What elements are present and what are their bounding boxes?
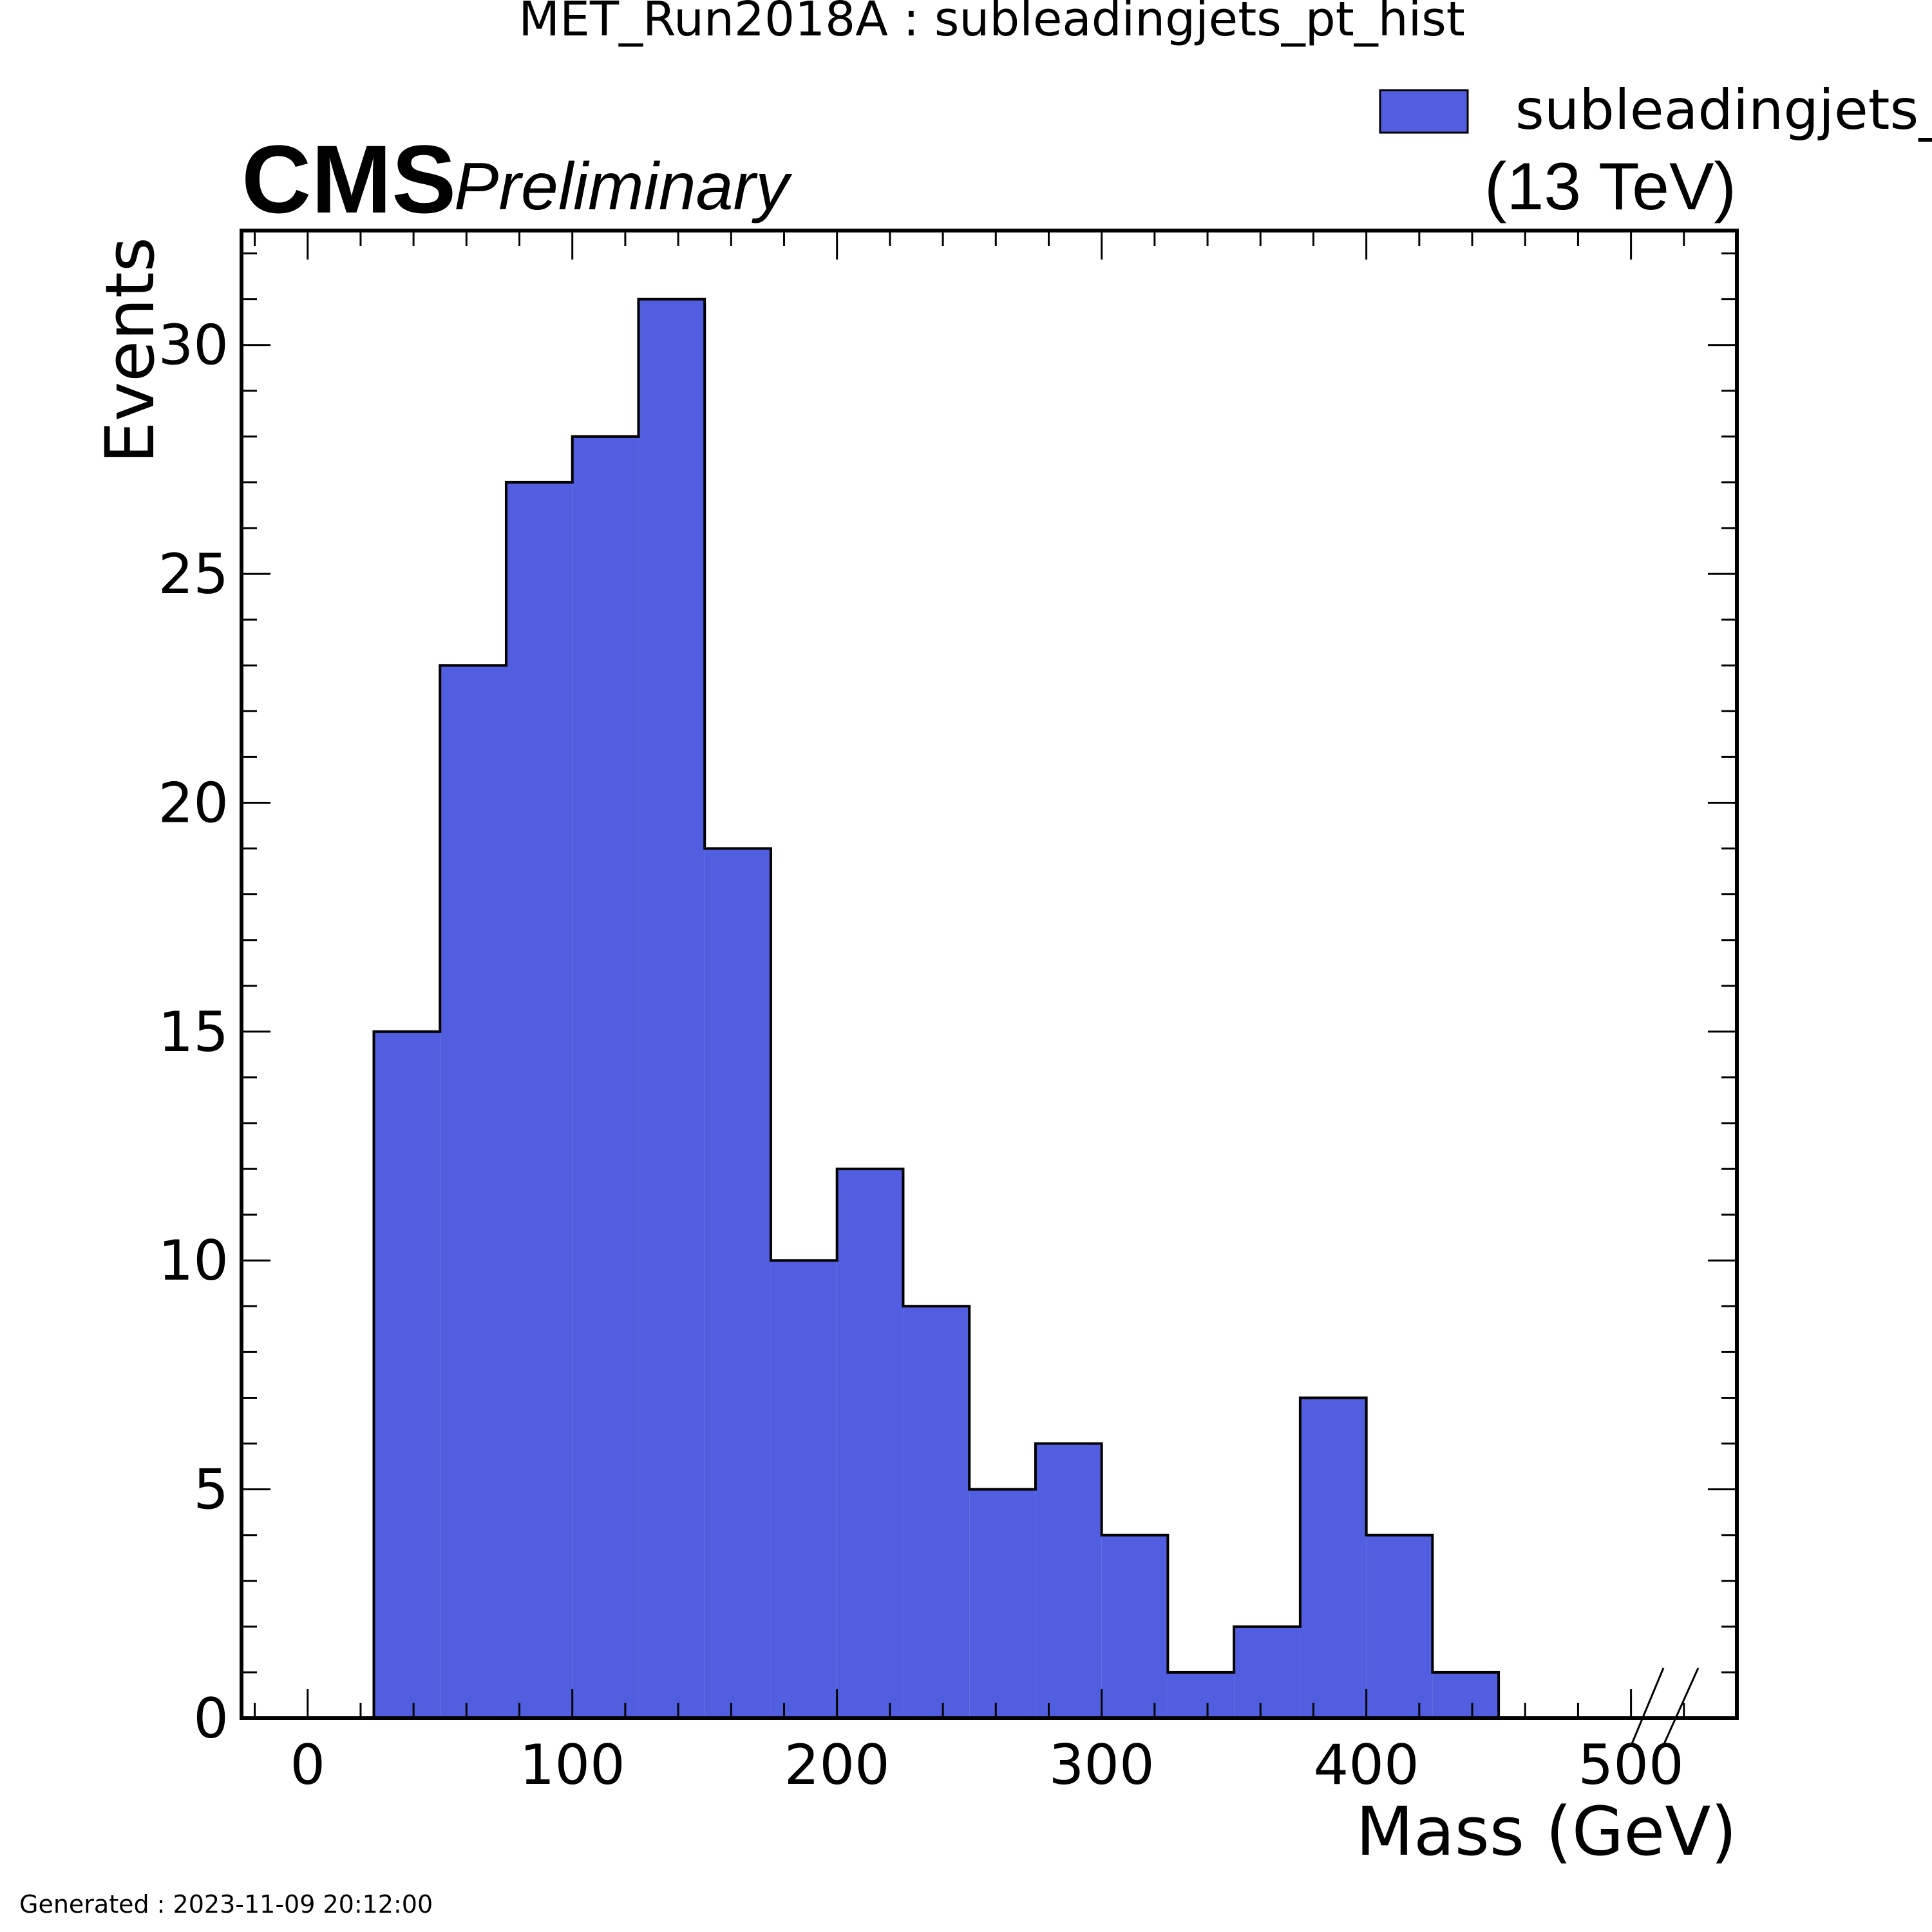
x-tick-label: 300	[1049, 1733, 1155, 1797]
preliminary-label: Preliminary	[454, 149, 793, 224]
histogram-bar	[1168, 1672, 1235, 1718]
y-tick-label: 10	[158, 1229, 229, 1293]
y-axis: 0 5 10 15 20 25 30	[158, 252, 1737, 1751]
histogram-outline	[372, 298, 1501, 1718]
plot-frame	[240, 229, 1739, 1720]
histogram-bars	[372, 298, 1501, 1718]
histogram-bar	[770, 1260, 837, 1718]
histogram-bar	[638, 299, 705, 1718]
x-tick-label: 100	[520, 1733, 625, 1797]
y-tick-label: 15	[158, 1000, 229, 1065]
histogram-bar	[903, 1306, 970, 1718]
histogram-bar	[506, 482, 573, 1718]
chart-title: MET_Run2018A : subleadingjets_pt_hist	[518, 0, 1465, 47]
x-axis-label: Mass (GeV)	[1356, 1792, 1737, 1871]
x-tick-label: 0	[290, 1733, 325, 1797]
y-tick-label: 30	[158, 314, 229, 378]
x-tick-label: 500	[1578, 1733, 1684, 1797]
x-tick-label: 400	[1314, 1733, 1419, 1797]
histogram-bar	[969, 1489, 1036, 1718]
generated-timestamp: Generated : 2023-11-09 20:12:00	[19, 1890, 433, 1918]
energy-label: (13 TeV)	[1484, 149, 1736, 224]
y-tick-label: 20	[158, 771, 229, 835]
histogram-bar	[1432, 1672, 1499, 1718]
y-tick-label: 25	[158, 542, 229, 607]
legend-swatch	[1379, 89, 1469, 134]
histogram-bar	[705, 848, 771, 1718]
x-tick-label: 200	[784, 1733, 890, 1797]
histogram-bar	[572, 436, 639, 1718]
histogram-bar	[1035, 1443, 1102, 1718]
y-tick-label: 0	[193, 1687, 229, 1751]
histogram-bar	[440, 665, 506, 1718]
histogram-bar	[1234, 1626, 1300, 1718]
x-axis: 0 100 200 300 400 500	[254, 231, 1738, 1797]
legend: subleadingjets_	[1379, 78, 1932, 142]
cms-label: CMS	[242, 125, 456, 233]
histogram-bar	[1101, 1535, 1168, 1718]
histogram-bar	[1366, 1535, 1433, 1718]
histogram-bar	[837, 1169, 904, 1718]
y-axis-label: Events	[91, 237, 169, 464]
histogram-bar	[1300, 1397, 1367, 1718]
axis-break-mark	[1630, 1667, 1700, 1746]
histogram-bar	[374, 1031, 440, 1718]
legend-label: subleadingjets_	[1515, 78, 1932, 142]
y-tick-label: 5	[193, 1458, 229, 1522]
